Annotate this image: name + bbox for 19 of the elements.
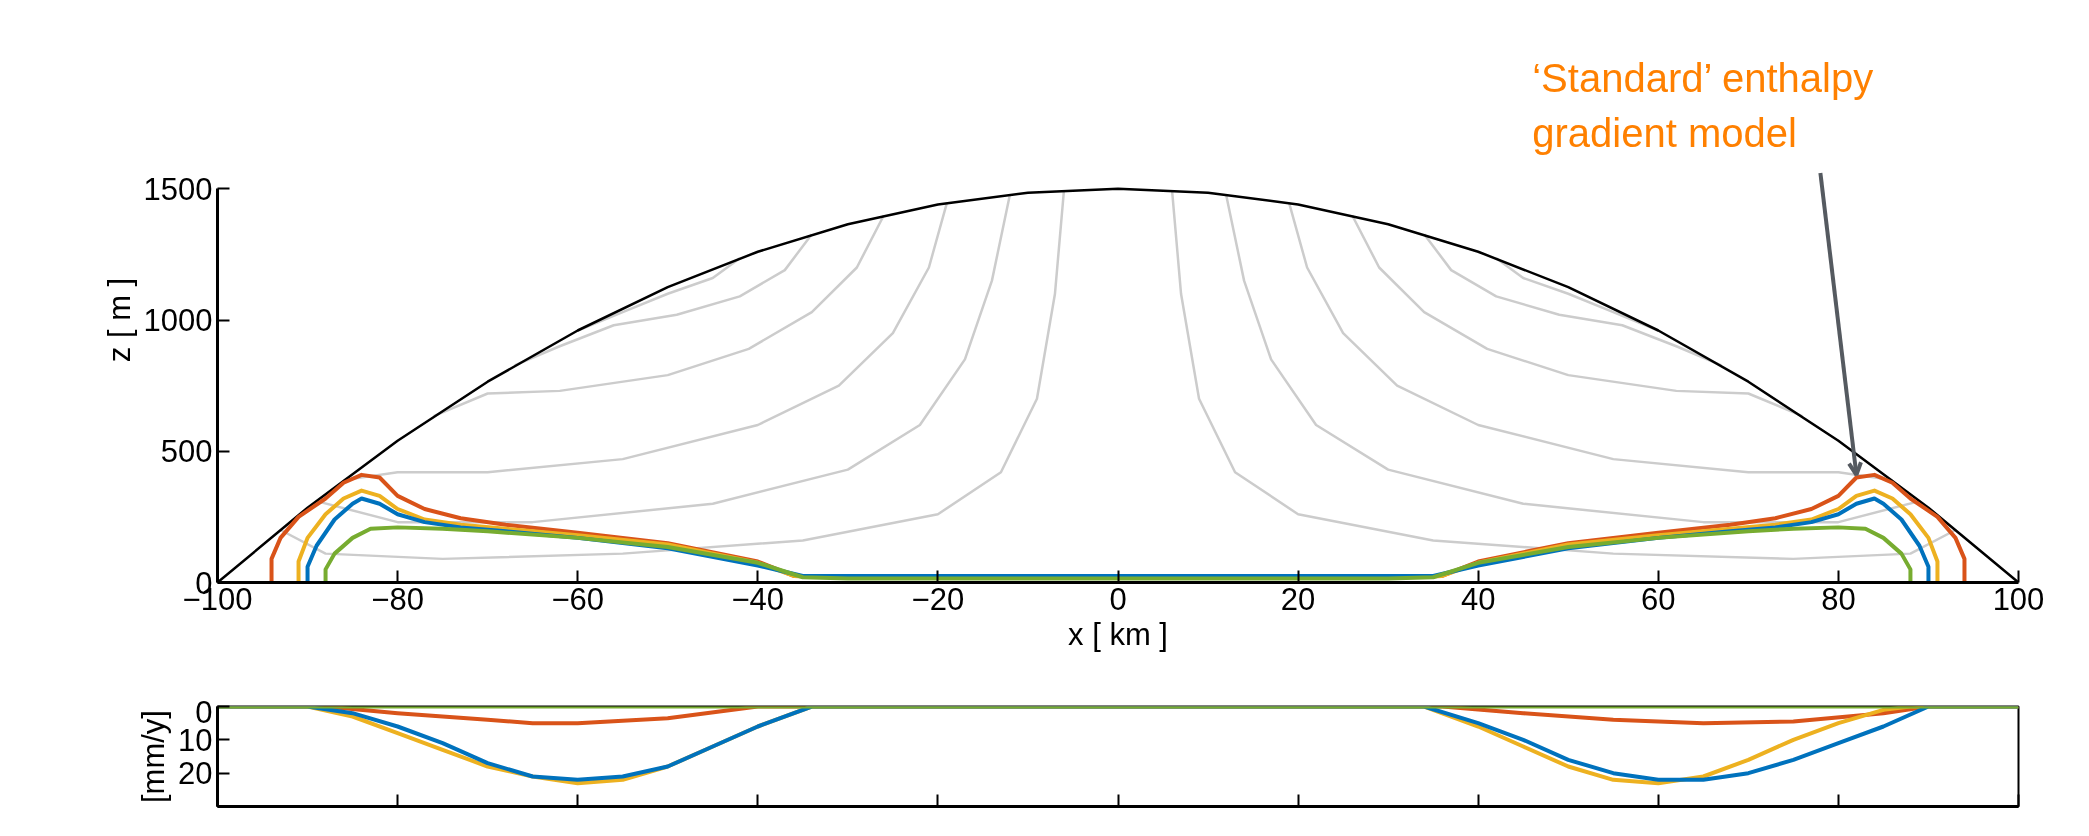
x-tick-label: −20 [911, 581, 965, 617]
annotation: ‘Standard’ enthalpy gradient model [1532, 55, 1874, 155]
y-tick-label: 1500 [143, 171, 213, 207]
y-tick-label: 500 [160, 434, 213, 470]
x-tick-label: 100 [1992, 581, 2045, 617]
x-tick-label: 40 [1460, 581, 1496, 617]
x-tick-label: 20 [1280, 581, 1316, 617]
x-tick-label: −80 [371, 581, 424, 617]
y-axis-title: [mm/y] [136, 709, 172, 803]
x-tick-label: −40 [731, 581, 785, 617]
line-series [323, 525, 1913, 583]
x-tick-label: −60 [551, 581, 604, 617]
x-tick-label: 60 [1641, 581, 1676, 617]
x-tick-label: 0 [1109, 581, 1127, 617]
y-tick-label: 20 [178, 756, 213, 792]
x-tick-label: 80 [1821, 581, 1856, 617]
y-axis-title: z [ m ] [101, 277, 137, 363]
y-tick-label: 1000 [143, 303, 213, 338]
x-axis-title: x [ km ] [1068, 616, 1168, 652]
